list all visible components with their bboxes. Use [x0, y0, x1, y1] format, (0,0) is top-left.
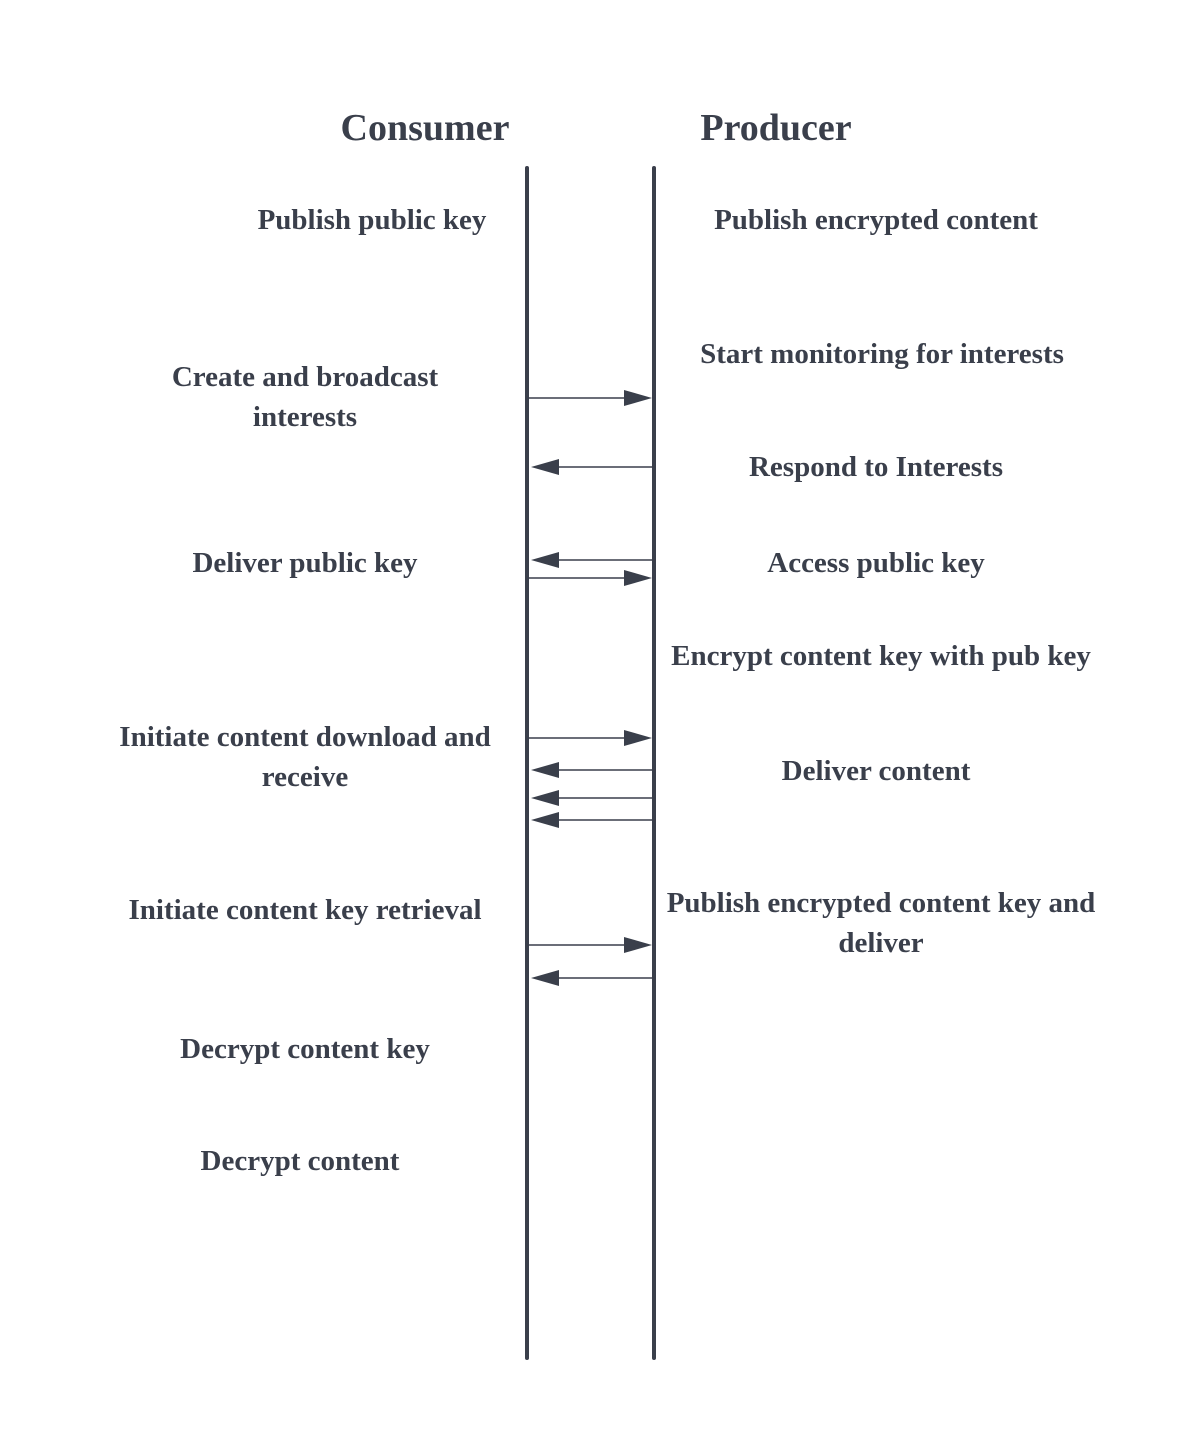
consumer-step-initiate-key-retrieval: Initiate content key retrieval	[128, 894, 482, 926]
consumer-step-initiate-content-download: Initiate content download and receive	[119, 721, 491, 793]
message-arrow	[529, 570, 652, 586]
consumer-step-decrypt-content: Decrypt content	[200, 1145, 400, 1177]
producer-step-deliver-content: Deliver content	[781, 755, 971, 787]
producer-step-publish-encrypted-content: Publish encrypted content	[714, 204, 1038, 236]
message-arrow	[529, 730, 652, 746]
message-arrow	[531, 762, 656, 778]
consumer-step-publish-public-key: Publish public key	[257, 204, 487, 236]
producer-step-respond-to-interests: Respond to Interests	[748, 451, 1004, 483]
message-arrow-head	[531, 762, 559, 778]
message-arrow	[531, 552, 656, 568]
message-arrow-head	[531, 552, 559, 568]
producer-step-encrypt-content-key: Encrypt content key with pub key	[671, 640, 1091, 672]
message-arrow-head	[624, 937, 652, 953]
message-arrow-head	[531, 459, 559, 475]
consumer-step-decrypt-content-key: Decrypt content key	[180, 1033, 430, 1065]
message-arrow-head	[531, 970, 559, 986]
message-arrow	[529, 390, 652, 406]
consumer-step-deliver-public-key: Deliver public key	[192, 547, 418, 579]
message-arrow-head	[531, 812, 559, 828]
message-arrow-head	[531, 790, 559, 806]
message-arrow	[529, 937, 652, 953]
message-arrow-head	[624, 730, 652, 746]
producer-header: Producer	[700, 107, 852, 149]
producer-step-access-public-key: Access public key	[767, 547, 985, 579]
message-arrow-head	[624, 390, 652, 406]
consumer-header: Consumer	[340, 107, 510, 149]
message-arrow	[531, 970, 656, 986]
message-arrow	[531, 459, 656, 475]
consumer-step-create-broadcast-interests: Create and broadcast interests	[171, 361, 439, 433]
message-arrow	[531, 790, 656, 806]
message-arrow	[531, 812, 656, 828]
producer-step-start-monitoring: Start monitoring for interests	[700, 338, 1064, 370]
message-arrow-head	[624, 570, 652, 586]
producer-step-publish-encrypted-content-key: Publish encrypted content key and delive…	[666, 887, 1096, 959]
